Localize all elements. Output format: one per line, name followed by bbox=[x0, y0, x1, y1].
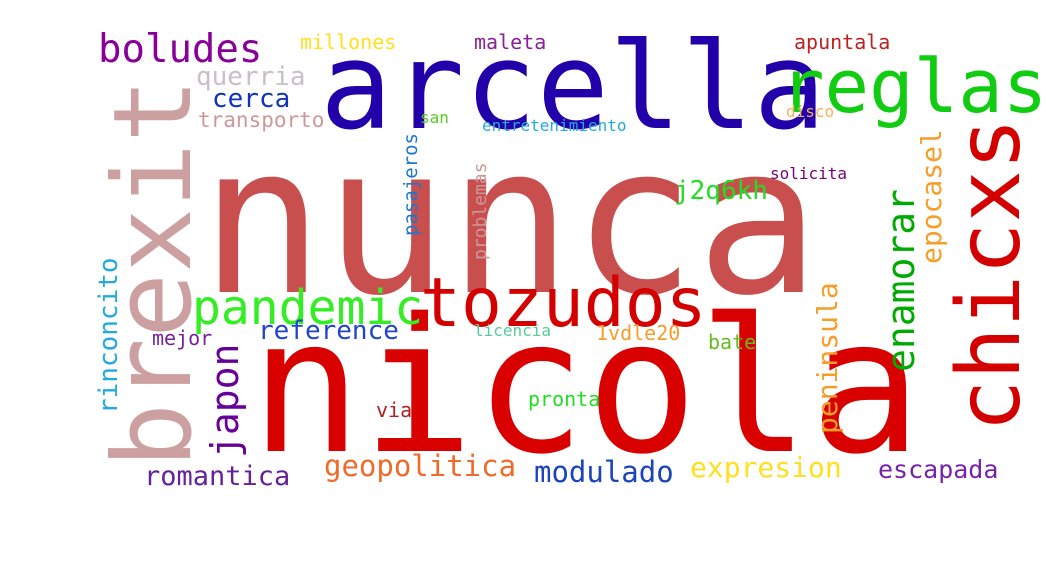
word-solicita: solicita bbox=[770, 164, 848, 183]
word-boludes: boludes bbox=[98, 27, 263, 72]
word-1vdle20: 1vdle20 bbox=[596, 321, 681, 345]
word-expresion: expresion bbox=[690, 451, 842, 484]
word-reference: reference bbox=[258, 316, 399, 346]
word-problemas: problemas bbox=[470, 162, 491, 260]
word-licencia: licencia bbox=[474, 321, 552, 340]
word-cerca: cerca bbox=[212, 84, 291, 114]
word-peninsula: peninsula bbox=[811, 282, 844, 434]
word-japon: japon bbox=[203, 343, 247, 458]
word-mejor: mejor bbox=[152, 326, 213, 350]
word-modulado: modulado bbox=[534, 455, 674, 489]
word-disco: disco bbox=[786, 102, 835, 121]
word-via: via bbox=[376, 398, 413, 422]
word-j2q6kh: j2q6kh bbox=[674, 176, 768, 206]
word-pasajeros: pasajeros bbox=[400, 133, 422, 236]
word-bate: bate bbox=[708, 330, 757, 354]
word-escapada: escapada bbox=[878, 455, 999, 484]
word-geopolitica: geopolitica bbox=[324, 449, 517, 483]
word-pandemic: pandemic bbox=[192, 280, 424, 336]
word-arcella: arcella bbox=[320, 18, 826, 157]
word-apuntala: apuntala bbox=[794, 30, 891, 54]
word-nunca: nunca bbox=[200, 101, 821, 341]
word-reglas: reglas bbox=[780, 44, 1046, 130]
word-maleta: maleta bbox=[474, 30, 547, 54]
word-rinconcito: rinconcito bbox=[94, 257, 124, 414]
word-querria: querria bbox=[196, 62, 306, 92]
word-epocasel: epocasel bbox=[915, 129, 948, 264]
word-millones: millones bbox=[300, 30, 397, 54]
word-romantica: romantica bbox=[144, 461, 291, 492]
word-entretenimiento: entretenimiento bbox=[482, 116, 627, 135]
word-pronta: pronta bbox=[528, 387, 601, 411]
word-tozudos: tozudos bbox=[420, 264, 707, 343]
word-chicxs: chicxs bbox=[938, 117, 1040, 432]
word-san: san bbox=[420, 108, 449, 127]
word-nicola: nicola bbox=[250, 278, 922, 495]
word-transporto: transporto bbox=[198, 108, 325, 132]
